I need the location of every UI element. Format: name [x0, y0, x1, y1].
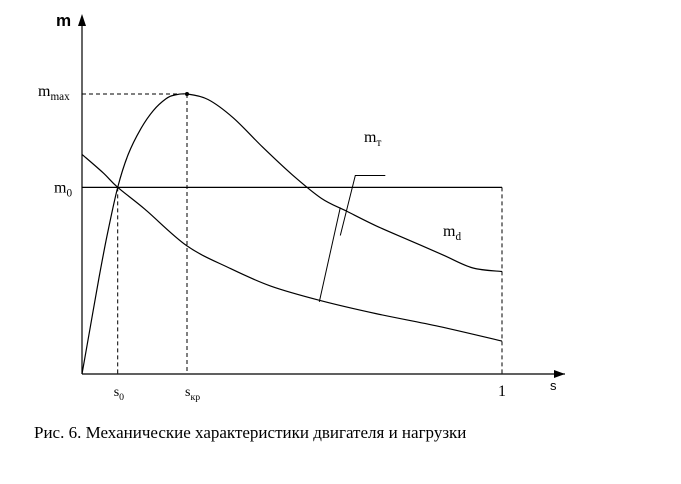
- figure-caption: Рис. 6. Механические характеристики двиг…: [34, 423, 467, 442]
- x-tick-s0: s0: [114, 385, 124, 403]
- motor-torque-curve: [81, 93, 503, 375]
- m-t-leader: [339, 174, 386, 236]
- y-axis-arrow: [78, 14, 86, 26]
- series-label-md: md: [443, 223, 461, 243]
- x-axis-label: s: [550, 378, 557, 393]
- labels: m s m0 mmax s0 sкр 1 md mт: [38, 11, 557, 403]
- series-label-mt: mт: [364, 129, 381, 149]
- load-torque-curve: [81, 153, 503, 342]
- y-tick-m0: m0: [54, 179, 72, 199]
- x-tick-1: 1: [498, 383, 506, 400]
- x-axis-arrow: [554, 370, 565, 378]
- x-tick-skr: sкр: [185, 385, 200, 403]
- peak-point: [185, 92, 189, 97]
- y-axis-label: m: [56, 11, 71, 30]
- y-tick-mmax: mmax: [38, 83, 70, 103]
- axes: [78, 14, 565, 378]
- connector-line: [318, 207, 341, 303]
- guide-lines: [82, 93, 503, 374]
- curves: [81, 92, 503, 375]
